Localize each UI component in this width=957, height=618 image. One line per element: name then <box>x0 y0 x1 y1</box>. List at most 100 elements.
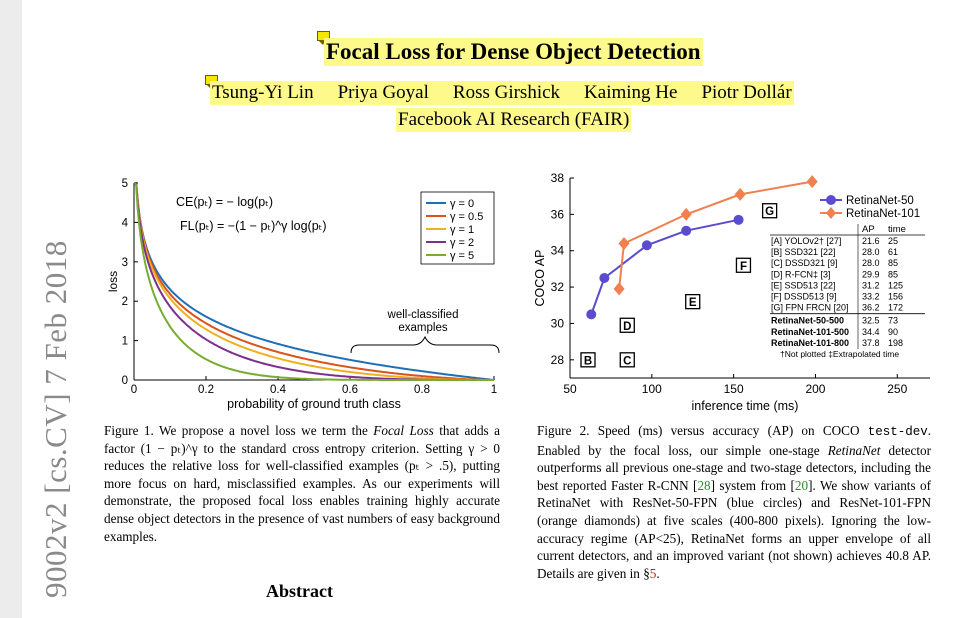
legend-label: γ = 0.5 <box>450 211 483 223</box>
loss-curve <box>133 182 494 381</box>
author-name: Priya Goyal <box>337 82 429 103</box>
data-point <box>599 273 610 283</box>
table-header: time <box>888 224 906 235</box>
detector-marker-label: F <box>740 261 747 273</box>
author-name: Ross Girshick <box>452 82 561 103</box>
x-tick-label: 250 <box>887 382 907 396</box>
detector-marker-label: G <box>765 206 774 218</box>
legend-label: γ = 5 <box>450 250 474 262</box>
y-tick-label: 1 <box>122 336 128 348</box>
table-cell-time: 85 <box>888 269 898 279</box>
brace-annotation <box>350 335 500 354</box>
y-tick-label: 5 <box>122 178 128 190</box>
x-tick-label: 100 <box>642 382 662 396</box>
table-cell-time: 198 <box>888 338 903 348</box>
table-cell-time: 90 <box>888 327 898 337</box>
loss-curve <box>134 182 494 381</box>
author-list: Tsung-Yi Lin Priya Goyal Ross Girshick Kaim… <box>210 81 794 105</box>
data-point <box>613 282 625 296</box>
affiliation: Facebook AI Research (FAIR) <box>396 108 632 132</box>
table-cell-time: 125 <box>888 280 903 290</box>
legend-label: γ = 1 <box>450 224 474 236</box>
paper-title: Focal Loss for Dense Object Detection <box>324 38 703 66</box>
detector-marker-label: D <box>623 321 631 333</box>
data-point <box>733 214 744 225</box>
table-cell-ap: 31.2 <box>862 280 880 290</box>
loss-curve <box>134 182 494 381</box>
table-cell-time: 156 <box>888 292 903 302</box>
annotation-line: examples <box>398 322 447 334</box>
legend-marker <box>826 207 836 219</box>
table-cell-label: [C] DSSD321 [9] <box>771 258 838 268</box>
data-point <box>734 187 746 201</box>
x-tick-label: 0.6 <box>342 384 358 396</box>
legend-label: RetinaNet-101 <box>846 208 920 220</box>
annotation-line: well-classified <box>387 309 459 321</box>
arxiv-stamp: 9002v2 [cs.CV] 7 Feb 2018 <box>38 240 73 598</box>
y-tick-label: 28 <box>551 353 565 367</box>
table-cell-label: [G] FPN FRCN [20] <box>771 303 849 313</box>
x-axis-label: probability of ground truth class <box>227 397 401 411</box>
author-name: Piotr Dollár <box>701 82 792 103</box>
table-cell-ap: 28.0 <box>862 258 880 268</box>
detector-marker-label: C <box>623 355 631 367</box>
x-tick-label: 50 <box>563 382 577 396</box>
table-cell-label: RetinaNet-101-500 <box>771 327 849 337</box>
table-cell-time: 61 <box>888 247 898 257</box>
author-name: Tsung-Yi Lin <box>212 82 314 103</box>
y-tick-label: 30 <box>551 316 565 330</box>
figure2-caption: Figure 2. Speed (ms) versus accuracy (AP… <box>537 423 932 581</box>
figure1-caption: Figure 1. We propose a novel loss we ter… <box>104 423 501 544</box>
table-cell-ap: 37.8 <box>862 338 880 348</box>
table-cell-ap: 28.0 <box>862 247 880 257</box>
legend-label: γ = 2 <box>450 237 474 249</box>
legend-marker <box>826 195 836 205</box>
y-axis-label: loss <box>106 271 120 292</box>
equation-ce: CE(pₜ) = − log(pₜ) <box>176 195 273 209</box>
data-point <box>806 175 818 189</box>
table-background <box>768 221 930 374</box>
detector-marker-box <box>580 352 596 368</box>
figure1-loss-chart: 0 0.2 0.4 0.6 0.8 1 0 1 2 3 4 5 probability of groun… <box>106 178 500 411</box>
detector-marker-box <box>619 317 635 333</box>
detector-marker-box <box>619 352 635 368</box>
x-tick-label: 200 <box>805 382 825 396</box>
data-point <box>618 236 630 250</box>
table-cell-time: 85 <box>888 258 898 268</box>
legend-label: γ = 0 <box>450 198 474 210</box>
detector-marker-label: E <box>689 297 697 309</box>
annotation-note-icon[interactable] <box>317 31 330 45</box>
equation-fl: FL(pₜ) = −(1 − pₜ)^γ log(pₜ) <box>180 219 327 233</box>
table-cell-ap: 29.9 <box>862 269 880 279</box>
y-tick-label: 36 <box>551 207 565 221</box>
x-tick-label: 0.2 <box>198 384 214 396</box>
detector-marker-box <box>735 257 752 273</box>
y-tick-label: 38 <box>551 172 565 185</box>
x-tick-label: 1 <box>491 384 497 396</box>
y-tick-label: 2 <box>122 296 128 308</box>
figure2-speed-accuracy-chart: 50 100 150 200 250 28 30 32 34 36 38 inference time… <box>533 172 930 413</box>
legend-label: RetinaNet-50 <box>846 195 914 207</box>
data-point <box>586 309 597 320</box>
detector-marker-box <box>685 293 701 310</box>
x-tick-label: 0.8 <box>414 384 430 396</box>
abstract-heading: Abstract <box>266 581 333 601</box>
table-cell-ap: 34.4 <box>862 327 880 337</box>
x-tick-label: 150 <box>724 382 744 396</box>
table-header: AP <box>862 224 875 235</box>
left-margin-strip <box>0 0 22 618</box>
y-tick-label: 0 <box>122 375 128 387</box>
table-cell-time: 25 <box>888 236 898 246</box>
table-cell-label: [D] R-FCN‡ [3] <box>771 269 831 279</box>
table-cell-ap: 32.5 <box>862 316 880 326</box>
table-cell-label: RetinaNet-50-500 <box>771 316 844 326</box>
x-tick-label: 0 <box>131 384 137 396</box>
table-cell-label: [E] SSD513 [22] <box>771 280 836 290</box>
table-cell-time: 73 <box>888 316 898 326</box>
table-cell-time: 172 <box>888 303 903 313</box>
data-point <box>680 207 692 221</box>
x-tick-label: 0.4 <box>270 384 287 396</box>
y-tick-label: 4 <box>122 217 129 229</box>
y-tick-label: 32 <box>551 280 565 294</box>
table-cell-label: RetinaNet-101-800 <box>771 338 849 348</box>
